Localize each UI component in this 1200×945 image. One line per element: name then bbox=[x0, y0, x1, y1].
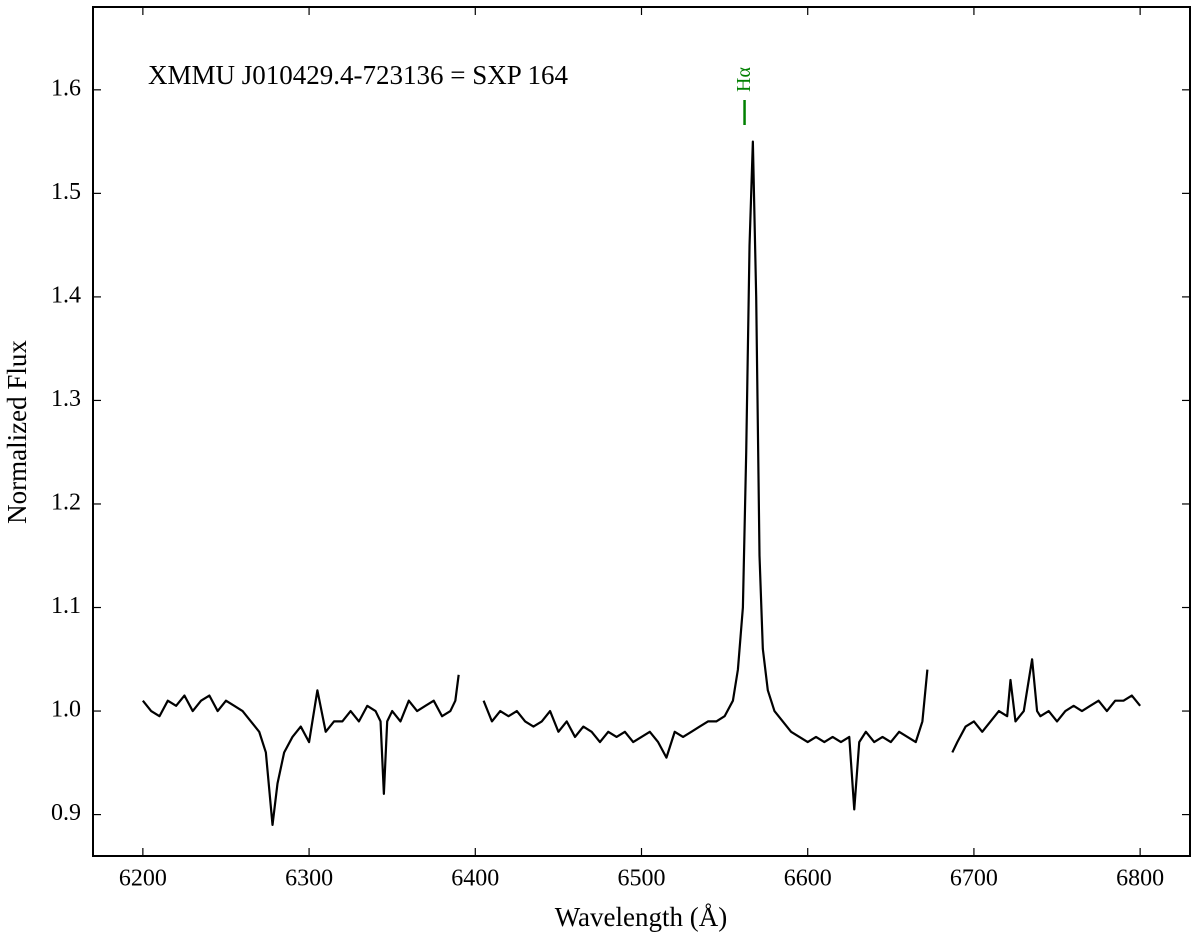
annotation-label: Hα bbox=[733, 67, 755, 92]
y-tick-label: 1.5 bbox=[51, 179, 81, 205]
x-tick-label: 6200 bbox=[119, 866, 167, 892]
y-tick-label: 1.4 bbox=[51, 282, 81, 308]
y-tick-label: 1.1 bbox=[51, 593, 81, 619]
x-tick-label: 6700 bbox=[950, 866, 998, 892]
chart-title: XMMU J010429.4-723136 = SXP 164 bbox=[148, 60, 569, 90]
x-axis-label: Wavelength (Å) bbox=[555, 902, 728, 932]
x-tick-label: 6800 bbox=[1116, 866, 1164, 892]
y-tick-label: 0.9 bbox=[51, 800, 81, 826]
x-tick-label: 6300 bbox=[285, 866, 333, 892]
y-tick-label: 1.0 bbox=[51, 697, 81, 723]
x-tick-label: 6400 bbox=[451, 866, 499, 892]
y-tick-label: 1.2 bbox=[51, 489, 81, 515]
y-tick-label: 1.6 bbox=[51, 75, 81, 101]
plot-frame bbox=[92, 6, 1191, 857]
x-tick-label: 6500 bbox=[618, 866, 666, 892]
x-tick-label: 6600 bbox=[784, 866, 832, 892]
y-tick-label: 1.3 bbox=[51, 386, 81, 412]
y-axis-label: Normalized Flux bbox=[2, 340, 32, 524]
spectrum-line bbox=[142, 140, 1141, 827]
